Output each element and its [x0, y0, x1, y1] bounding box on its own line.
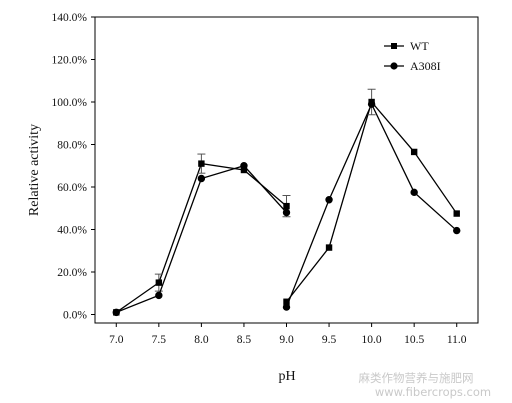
data-point-wt	[283, 298, 290, 305]
series-a308i	[112, 100, 461, 317]
data-point-wt	[240, 166, 248, 174]
y-tick-label: 60.0%	[57, 182, 87, 194]
data-point-wt	[410, 148, 418, 156]
x-tick-label: 8.5	[237, 334, 252, 346]
data-point-a308i	[282, 303, 291, 311]
y-axis-ticks: 0.0% 20.0% 40.0% 60.0% 80.0% 100.0% 120.0% 140.…	[52, 12, 95, 322]
legend-label-wt: WT	[410, 39, 429, 53]
series-line-wt	[285, 100, 458, 303]
y-tick-label: 140.0%	[52, 12, 88, 24]
series-line-wt	[115, 162, 287, 313]
data-point-wt	[453, 210, 460, 217]
x-tick-label: 9.0	[279, 334, 294, 346]
data-point-wt	[155, 279, 163, 286]
data-point-a308i	[197, 174, 206, 183]
data-point-a308i	[453, 226, 461, 235]
data-point-a308i	[325, 196, 333, 204]
data-point-a308i	[240, 162, 248, 170]
data-point-wt	[283, 202, 290, 210]
watermark-line-1: 麻类作物营养与施肥网	[359, 371, 474, 385]
watermark-line-2: www.fibercrops.com	[375, 385, 491, 399]
data-point-a308i	[282, 208, 291, 217]
series-line-a308i	[116, 165, 287, 313]
x-tick-label: 7.5	[152, 334, 167, 346]
x-axis-label: pH	[278, 369, 295, 384]
y-tick-label: 20.0%	[57, 267, 87, 279]
y-axis-label: Relative activity	[27, 124, 42, 216]
y-tick-label: 120.0%	[52, 55, 88, 67]
series-wt	[113, 88, 460, 316]
legend-marker-wt	[391, 43, 397, 49]
x-tick-label: 11.0	[447, 334, 467, 346]
x-tick-label: 8.0	[194, 334, 209, 346]
data-point-a308i	[367, 100, 376, 108]
y-tick-label: 100.0%	[52, 97, 88, 109]
data-point-wt	[325, 244, 333, 251]
series-layer	[112, 88, 461, 317]
x-tick-label: 10.0	[362, 334, 382, 346]
data-point-a308i	[155, 291, 163, 300]
x-axis-ticks: 7.0 7.5 8.0 8.5 9.0 9.5 10.0 10.5 11.0	[109, 323, 467, 346]
y-tick-label: 0.0%	[63, 310, 87, 322]
legend: WT A308I	[384, 39, 441, 73]
x-tick-label: 7.0	[109, 334, 124, 346]
series-line-a308i	[285, 102, 458, 308]
y-tick-label: 80.0%	[57, 140, 87, 152]
data-point-a308i	[112, 308, 120, 317]
data-point-a308i	[410, 188, 418, 197]
x-tick-label: 10.5	[404, 334, 424, 346]
data-point-wt	[198, 160, 205, 167]
y-tick-label: 40.0%	[57, 225, 87, 237]
legend-marker-a308i	[390, 62, 398, 70]
x-tick-label: 9.5	[322, 334, 337, 346]
legend-label-a308i: A308I	[410, 59, 441, 73]
